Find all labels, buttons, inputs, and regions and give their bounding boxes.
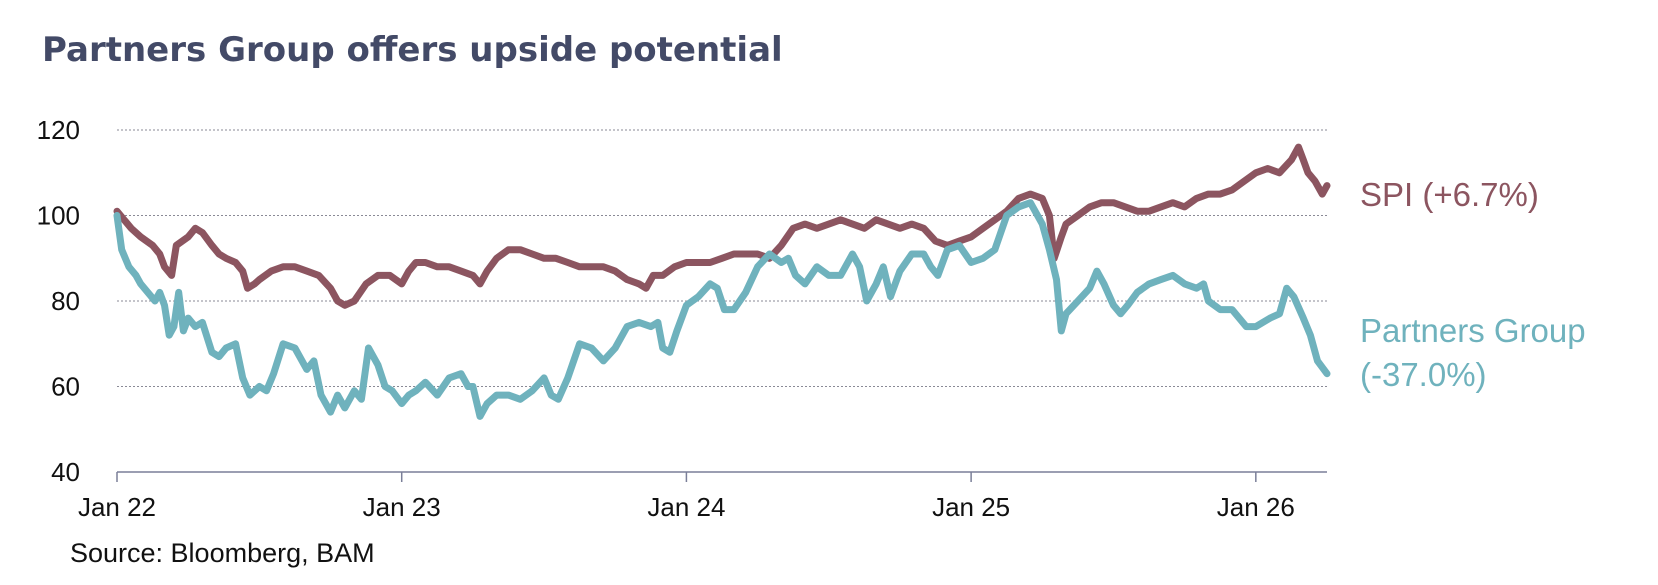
x-tick-label: Jan 24	[647, 492, 725, 522]
x-tick-label: Jan 25	[932, 492, 1010, 522]
y-tick-label: 100	[37, 201, 80, 231]
x-tick-label: Jan 26	[1217, 492, 1295, 522]
y-tick-label: 40	[51, 457, 80, 487]
axes: 40 60 80 100 120 Jan 22 Jan 23 Jan 24 Jan 25 Jan …	[37, 115, 1327, 522]
y-tick-label: 80	[51, 286, 80, 316]
series-line-1	[113, 199, 1331, 420]
series-labels: SPI (+6.7%) Partners Group (-37.0%)	[1360, 176, 1586, 393]
series-lines	[113, 143, 1331, 420]
series-line-0	[113, 143, 1331, 309]
chart-title: Partners Group offers upside potential	[42, 30, 783, 70]
y-tick-label: 120	[37, 115, 80, 145]
source-note: Source: Bloomberg, BAM	[70, 538, 375, 568]
series-label-spi: SPI (+6.7%)	[1360, 176, 1539, 213]
y-tick-label: 60	[51, 372, 80, 402]
x-tick-label: Jan 23	[363, 492, 441, 522]
series-label-partners-group: Partners Group (-37.0%)	[1360, 312, 1586, 393]
x-tick-label: Jan 22	[78, 492, 156, 522]
